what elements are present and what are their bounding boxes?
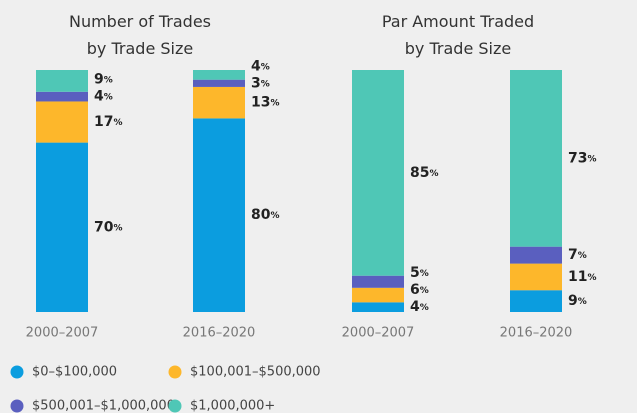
value-label: 70%	[94, 219, 123, 235]
value-label: 80%	[251, 207, 280, 223]
value-label: 4%	[94, 89, 113, 105]
x-tick-label: 2016–2020	[500, 326, 573, 341]
bar-segment	[352, 302, 404, 312]
value-label: 7%	[568, 247, 587, 263]
bar-segment	[510, 290, 562, 312]
chart-title: Par Amount Traded by Trade Size	[381, 12, 535, 58]
bar-segment	[510, 246, 562, 264]
bar-segment	[352, 275, 404, 288]
x-tick-label: 2000–2007	[26, 326, 99, 341]
legend-swatch	[10, 399, 24, 413]
legend-label: $500,001–$1,000,000	[32, 399, 175, 413]
value-label: 11%	[568, 269, 597, 285]
value-label: 4%	[410, 299, 429, 315]
value-label: 9%	[94, 72, 113, 88]
value-label: 4%	[251, 58, 270, 74]
bar-segment	[193, 79, 245, 87]
bar-segment	[510, 263, 562, 291]
bar-segment	[36, 101, 88, 143]
value-label: 6%	[410, 282, 429, 298]
bar-segment	[36, 70, 88, 92]
legend-swatch	[168, 399, 182, 413]
legend-label: $100,001–$500,000	[190, 365, 321, 380]
value-label: 85%	[410, 165, 439, 181]
legend-label: $1,000,000+	[190, 399, 275, 413]
value-label: 17%	[94, 114, 123, 130]
chart-title: Number of Trades by Trade Size	[68, 12, 211, 58]
bar-segment	[36, 142, 88, 312]
value-label: 73%	[568, 150, 597, 166]
bar-segment	[510, 70, 562, 247]
legend-swatch	[168, 365, 182, 379]
legend-label: $0–$100,000	[32, 365, 117, 380]
x-tick-label: 2016–2020	[183, 326, 256, 341]
bar-segment	[193, 86, 245, 119]
value-label: 9%	[568, 293, 587, 309]
bar-segment	[193, 70, 245, 80]
bar-segment	[352, 287, 404, 303]
bar-segment	[352, 70, 404, 276]
bar-segment	[36, 91, 88, 102]
value-label: 5%	[410, 265, 429, 281]
value-label: 3%	[251, 75, 270, 91]
legend-swatch	[10, 365, 24, 379]
x-tick-label: 2000–2007	[342, 326, 415, 341]
bar-segment	[193, 118, 245, 313]
value-label: 13%	[251, 95, 280, 111]
